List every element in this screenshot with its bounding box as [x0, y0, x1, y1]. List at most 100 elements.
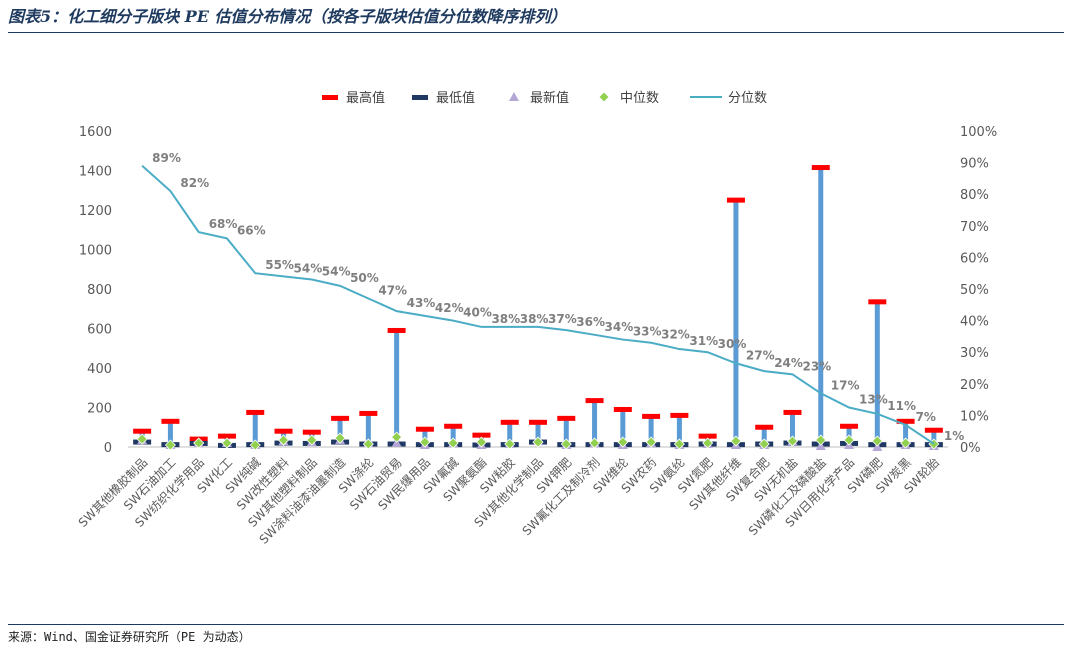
range-bar: [676, 415, 682, 445]
max-marker: [302, 429, 321, 435]
percentile-label: 54%: [294, 261, 323, 275]
max-marker: [274, 428, 293, 434]
category-labels: SW其他橡胶制品SW石油加工SW纺织化学用品SW化工SW纯碱SW改性塑料SW其他…: [75, 455, 942, 547]
percentile-label: 13%: [859, 393, 888, 407]
axis-ticks: 0 200 400 600 800 1000 1200 1400 1600 0% 10% 20% 30%…: [79, 125, 997, 456]
range-bars: [139, 167, 937, 446]
max-marker: [529, 419, 547, 425]
median-marker: [164, 439, 176, 451]
max-marker: [896, 418, 915, 424]
percentile-label: 68%: [209, 217, 238, 231]
max-marker: [783, 409, 802, 415]
median-marker: [900, 437, 912, 449]
max-marker: [500, 419, 519, 425]
legend-min-swatch: [412, 95, 428, 100]
range-bar: [592, 400, 598, 445]
median-marker: [419, 436, 431, 448]
percentile-label: 24%: [774, 356, 803, 370]
range-bar: [931, 430, 937, 445]
y-left-tick-label: 600: [87, 323, 112, 338]
median-marker: [560, 438, 572, 450]
range-bar: [789, 412, 795, 444]
percentile-label: 7%: [916, 410, 936, 424]
percentile-label: 43%: [407, 296, 436, 310]
range-bar: [620, 409, 626, 445]
max-marker: [331, 415, 350, 421]
median-marker: [391, 431, 403, 443]
median-marker: [588, 437, 601, 449]
y-right-tick-label: 0%: [960, 441, 981, 456]
max-marker: [133, 428, 152, 434]
y-right-tick-label: 80%: [960, 188, 989, 203]
range-bar: [507, 422, 513, 445]
y-right-tick-label: 40%: [960, 315, 989, 330]
percentile-line: [141, 165, 935, 445]
y-right-tick-label: 50%: [960, 283, 989, 298]
max-marker: [670, 412, 689, 418]
median-marker: [306, 434, 318, 446]
max-marker: [557, 415, 576, 421]
median-marker: [277, 434, 290, 446]
range-bar: [535, 422, 541, 443]
median-marker: [617, 436, 629, 448]
percentile-label: 42%: [435, 301, 464, 315]
max-marker: [246, 409, 265, 415]
percentile-label: 50%: [350, 271, 379, 285]
legend-label: 最低值: [436, 90, 475, 106]
median-marker: [871, 435, 883, 447]
legend-median-swatch: [598, 91, 610, 103]
range-bar: [903, 421, 909, 445]
percentile-labels: 89%82%68% 66%55% 54% 54% 50%47%43% 42% 40% 38% 3…: [152, 151, 964, 443]
median-marker: [249, 439, 261, 451]
median-marker: [136, 433, 148, 445]
max-marker: [642, 413, 661, 419]
median-marker: [730, 435, 742, 447]
y-right-tick-label: 90%: [960, 157, 989, 172]
median-marker: [221, 437, 233, 449]
y-left-tick-label: 800: [87, 283, 112, 298]
max-marker: [387, 327, 406, 333]
range-bar: [252, 412, 258, 445]
max-marker: [613, 406, 632, 412]
y-right-tick-label: 10%: [960, 409, 989, 424]
max-marker: [811, 165, 830, 171]
max-marker: [444, 423, 463, 429]
range-bar: [394, 330, 400, 445]
range-bar: [733, 200, 739, 445]
chart: 0 200 400 600 800 1000 1200 1400 1600 0% 10% 20% 30%…: [75, 90, 997, 547]
percentile-label: 17%: [831, 378, 860, 392]
median-marker: [815, 434, 827, 446]
legend-max-swatch: [322, 95, 338, 100]
percentile-label: 11%: [887, 399, 916, 413]
median-marker: [193, 437, 205, 449]
percentile-label: 30%: [718, 337, 747, 351]
range-bar: [761, 427, 767, 445]
y-left-tick-label: 400: [87, 362, 112, 377]
percentile-label: 89%: [152, 151, 181, 165]
max-marker: [161, 418, 180, 424]
median-marker: [786, 435, 799, 447]
median-marker: [702, 437, 714, 449]
y-left-tick-label: 1200: [79, 204, 112, 219]
range-bar: [337, 418, 343, 443]
percentile-label: 23%: [802, 359, 831, 373]
footer: 来源：Wind、国金证券研究所（PE 为动态）: [8, 624, 1064, 649]
max-marker: [868, 299, 887, 305]
max-marker: [755, 424, 774, 430]
y-left-tick-label: 1600: [79, 125, 112, 140]
percentile-label: 66%: [237, 223, 266, 237]
percentile-label: 82%: [180, 176, 209, 190]
legend-label: 中位数: [620, 91, 659, 106]
median-marker: [673, 438, 685, 450]
y-right-tick-label: 60%: [960, 251, 989, 266]
median-marker: [758, 438, 770, 450]
percentile-label: 38%: [491, 312, 520, 326]
median-marker: [504, 438, 516, 450]
percentile-label: 27%: [746, 348, 775, 362]
y-right-tick-label: 20%: [960, 378, 989, 393]
median-marker: [475, 436, 488, 448]
percentile-label: 33%: [633, 325, 662, 339]
percentile-label: 40%: [463, 306, 492, 320]
percentile-label: 47%: [378, 283, 407, 297]
range-bar: [563, 418, 569, 445]
